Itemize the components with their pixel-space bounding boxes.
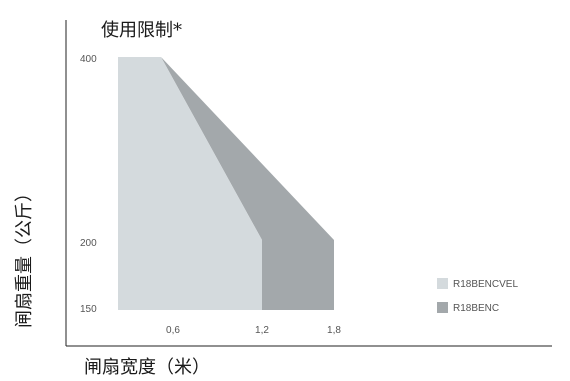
legend-label-r18bencvel: R18BENCVEL <box>453 279 518 290</box>
area-r18benc <box>161 57 334 310</box>
chart-title: 使用限制* <box>101 20 182 41</box>
area-r18bencvel <box>118 57 262 310</box>
y-tick-200: 200 <box>80 238 97 249</box>
y-tick-400: 400 <box>80 54 97 65</box>
legend-label-r18benc: R18BENC <box>453 303 499 314</box>
data-areas <box>118 57 334 310</box>
legend: R18BENCVEL R18BENC <box>437 278 518 314</box>
x-axis-label: 闸扇宽度（米） <box>84 357 210 378</box>
x-tick-1-8: 1,8 <box>327 325 341 336</box>
legend-swatch-r18bencvel <box>437 278 448 289</box>
y-axis-label: 闸扇重量（公斤） <box>14 184 35 328</box>
x-tick-0-6: 0,6 <box>166 325 180 336</box>
y-tick-150: 150 <box>80 304 97 315</box>
x-tick-1-2: 1,2 <box>255 325 269 336</box>
legend-swatch-r18benc <box>437 302 448 313</box>
